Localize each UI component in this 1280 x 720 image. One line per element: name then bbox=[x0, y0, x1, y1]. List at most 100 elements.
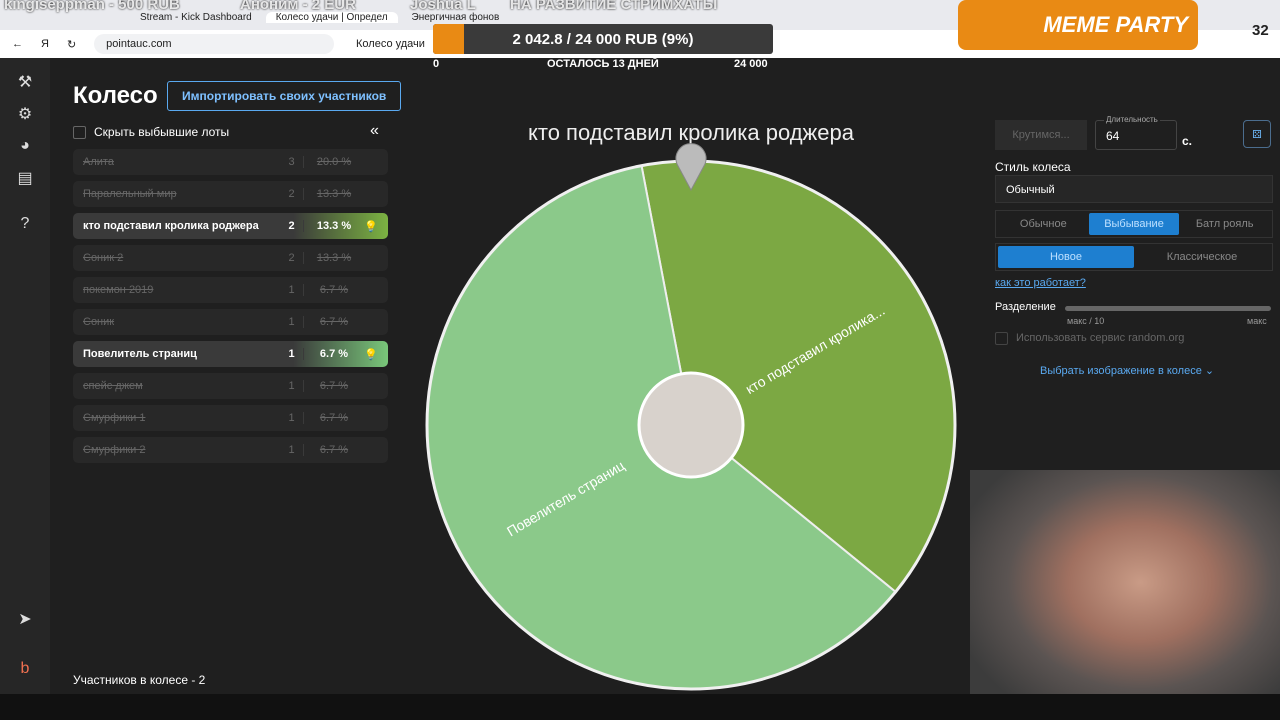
mode-battle-royale[interactable]: Батл рояль bbox=[1195, 218, 1254, 230]
lot-percent: 6.7 % bbox=[319, 348, 349, 360]
lot-name: Алита bbox=[83, 156, 114, 168]
page-heading: Колесо bbox=[73, 82, 158, 109]
lot-percent: 6.7 % bbox=[319, 316, 349, 328]
sidebar: ⚒ ⚙ ◕ ▤ ? ➤ b bbox=[0, 58, 50, 694]
lot-count: 2 bbox=[280, 188, 304, 200]
random-org-label: Использовать сервис random.org bbox=[1016, 332, 1185, 344]
split-max: макс bbox=[1247, 316, 1267, 326]
tab-wheel[interactable]: Колесо удачи | Определ bbox=[265, 12, 398, 23]
gear-icon[interactable]: ⚙ bbox=[17, 106, 33, 123]
lot-percent: 6.7 % bbox=[319, 284, 349, 296]
lot-name: спейс джем bbox=[83, 380, 143, 392]
wheel-center-image bbox=[637, 371, 745, 479]
hide-eliminated-checkbox[interactable]: Скрыть выбывшие лоты bbox=[73, 125, 229, 139]
wheel[interactable]: кто подставил кролика...Повелитель стран… bbox=[420, 140, 965, 700]
lot-count: 3 bbox=[280, 156, 304, 168]
wheel-pointer-icon bbox=[675, 143, 707, 192]
goal-max: 24 000 bbox=[734, 58, 768, 70]
lot-row[interactable]: Соник 2 2 13.3 % bbox=[73, 245, 388, 271]
lot-name: Смурфики 2 bbox=[83, 444, 146, 456]
lot-row[interactable]: Смурфики 2 1 6.7 % bbox=[73, 437, 388, 463]
duration-input[interactable]: Длительность 64 bbox=[1095, 115, 1177, 150]
split-label: Разделение bbox=[995, 301, 1056, 313]
lot-name: Смурфики 1 bbox=[83, 412, 146, 424]
lot-count: 1 bbox=[280, 316, 304, 328]
variant-toggle: Новое Классическое bbox=[995, 243, 1273, 271]
donor-3: Joshua L bbox=[410, 0, 476, 13]
lot-count: 1 bbox=[280, 284, 304, 296]
duration-value: 64 bbox=[1106, 129, 1120, 143]
lot-percent: 6.7 % bbox=[319, 380, 349, 392]
lot-count: 1 bbox=[280, 380, 304, 392]
donation-goal-bar: 2 042.8 / 24 000 RUB (9%) bbox=[433, 24, 773, 54]
lot-count: 1 bbox=[280, 348, 304, 360]
spin-button[interactable]: Крутимся... bbox=[995, 120, 1087, 150]
variant-new[interactable]: Новое bbox=[998, 246, 1134, 268]
hide-label: Скрыть выбывшие лоты bbox=[94, 125, 230, 139]
lot-list: Алита 3 20.0 % Паралельный мир 2 13.3 % кто по… bbox=[73, 149, 388, 469]
bulb-icon: 💡 bbox=[364, 348, 378, 361]
duration-label: Длительность bbox=[1104, 115, 1160, 124]
wheel-icon[interactable]: ◕ bbox=[20, 137, 30, 154]
tab-kick[interactable]: Stream - Kick Dashboard bbox=[140, 12, 252, 23]
webcam-overlay bbox=[970, 470, 1280, 720]
lot-percent: 13.3 % bbox=[316, 188, 352, 200]
lot-name: кто подставил кролика роджера bbox=[83, 220, 259, 232]
lot-row[interactable]: Повелитель страниц 1 6.7 % 💡 bbox=[73, 341, 388, 367]
choose-image-button[interactable]: Выбрать изображение в колесе ⌄ bbox=[1040, 365, 1215, 377]
lot-row[interactable]: кто подставил кролика роджера 2 13.3 % 💡 bbox=[73, 213, 388, 239]
tab-music[interactable]: Энергичная фонов bbox=[411, 12, 500, 23]
import-button[interactable]: Импортировать своих участников bbox=[167, 81, 402, 111]
goal-min: 0 bbox=[433, 58, 440, 70]
lot-name: Соник bbox=[83, 316, 115, 328]
mode-elimination[interactable]: Выбывание bbox=[1088, 213, 1180, 235]
url-input[interactable]: pointauc.com bbox=[94, 34, 335, 54]
lot-row[interactable]: Алита 3 20.0 % bbox=[73, 149, 388, 175]
telegram-icon[interactable]: ➤ bbox=[18, 611, 32, 628]
mode-normal[interactable]: Обычное bbox=[1019, 218, 1067, 230]
how-it-works-link[interactable]: как это работает? bbox=[995, 277, 1086, 289]
lot-count: 1 bbox=[280, 412, 304, 424]
lot-row[interactable]: спейс джем 1 6.7 % bbox=[73, 373, 388, 399]
lot-row[interactable]: Соник 1 6.7 % bbox=[73, 309, 388, 335]
lot-name: Соник 2 bbox=[83, 252, 124, 264]
yandex-icon[interactable]: Я bbox=[41, 38, 49, 50]
dice-icon[interactable]: ⚄ bbox=[1243, 120, 1271, 148]
lot-count: 2 bbox=[280, 220, 304, 232]
variant-classic[interactable]: Классическое bbox=[1166, 251, 1238, 263]
style-select[interactable]: Обычный bbox=[995, 175, 1273, 203]
choose-image-label: Выбрать изображение в колесе bbox=[1040, 365, 1202, 377]
lot-percent: 20.0 % bbox=[316, 156, 352, 168]
goal-text: 2 042.8 / 24 000 RUB (9%) bbox=[512, 30, 694, 48]
style-label: Стиль колеса bbox=[995, 160, 1071, 174]
lot-name: Повелитель страниц bbox=[83, 348, 197, 360]
lot-row[interactable]: покемон 2019 1 6.7 % bbox=[73, 277, 388, 303]
donor-1: kingiseppman - 500 RUB bbox=[4, 0, 180, 13]
gavel-icon[interactable]: ⚒ bbox=[17, 74, 33, 91]
mode-toggle: Обычное Выбывание Батл рояль bbox=[995, 210, 1273, 238]
lot-row[interactable]: Паралельный мир 2 13.3 % bbox=[73, 181, 388, 207]
goal-remaining: ОСТАЛОСЬ 13 ДНЕЙ bbox=[547, 58, 659, 70]
lot-row[interactable]: Смурфики 1 1 6.7 % bbox=[73, 405, 388, 431]
random-org-checkbox[interactable]: Использовать сервис random.org bbox=[995, 332, 1184, 345]
collapse-button[interactable]: « bbox=[370, 122, 379, 139]
bottom-bar bbox=[0, 694, 1280, 720]
participants-count: Участников в колесе - 2 bbox=[73, 673, 206, 687]
bulb-icon: 💡 bbox=[364, 220, 378, 233]
donor-2: Аноним - 2 EUR bbox=[240, 0, 356, 13]
lot-count: 1 bbox=[280, 444, 304, 456]
split-min: макс / 10 bbox=[1067, 316, 1105, 326]
lot-name: Паралельный мир bbox=[83, 188, 177, 200]
wheel-title: кто подставил кролика роджера bbox=[528, 120, 854, 145]
lot-count: 2 bbox=[280, 252, 304, 264]
help-icon[interactable]: ? bbox=[20, 215, 30, 232]
brand-icon[interactable]: b bbox=[20, 660, 30, 677]
lot-percent: 13.3 % bbox=[316, 220, 352, 232]
split-slider[interactable] bbox=[1065, 306, 1271, 311]
clipboard-icon[interactable]: ▤ bbox=[17, 170, 33, 187]
reload-icon[interactable]: ↻ bbox=[66, 38, 77, 51]
lot-percent: 6.7 % bbox=[319, 412, 349, 424]
back-icon[interactable]: ← bbox=[12, 38, 23, 50]
lot-name: покемон 2019 bbox=[83, 284, 154, 296]
meme-party-logo: MEME PARTY bbox=[958, 0, 1198, 50]
